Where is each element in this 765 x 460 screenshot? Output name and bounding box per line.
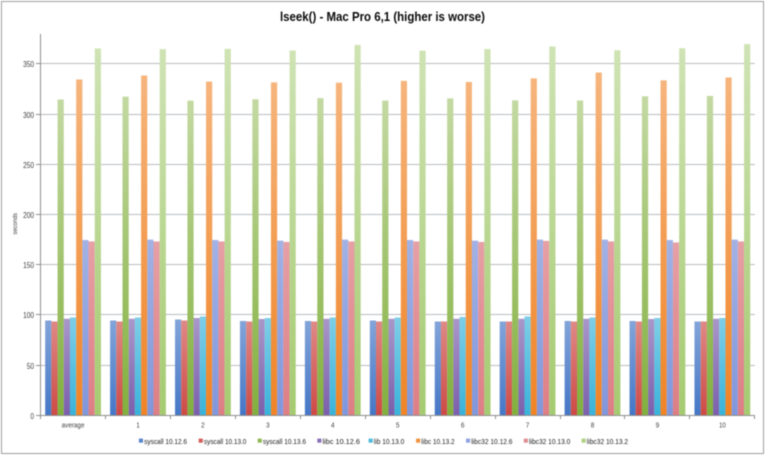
svg-text:syscall 10.13.0: syscall 10.13.0 <box>204 437 247 446</box>
svg-text:200: 200 <box>23 210 34 220</box>
svg-text:5: 5 <box>396 421 400 430</box>
svg-text:lib 10.13.0: lib 10.13.0 <box>374 437 405 446</box>
svg-text:average: average <box>62 421 85 430</box>
svg-text:350: 350 <box>23 59 34 69</box>
svg-text:0: 0 <box>30 411 34 421</box>
svg-text:1: 1 <box>136 421 140 430</box>
svg-text:2: 2 <box>201 421 205 430</box>
svg-text:syscall 10.13.6: syscall 10.13.6 <box>263 437 306 446</box>
svg-text:lseek() - Mac Pro 6,1 (higher: lseek() - Mac Pro 6,1 (higher is worse) <box>280 10 485 24</box>
svg-text:4: 4 <box>331 421 335 430</box>
svg-text:3: 3 <box>266 421 270 430</box>
svg-text:10: 10 <box>719 421 726 430</box>
svg-text:150: 150 <box>23 260 34 270</box>
svg-text:libc 10.12.6: libc 10.12.6 <box>323 437 360 446</box>
svg-text:7: 7 <box>526 421 530 430</box>
svg-text:seconds: seconds <box>12 213 19 235</box>
svg-text:libc32 10.12.6: libc32 10.12.6 <box>471 437 512 446</box>
svg-text:250: 250 <box>23 160 34 170</box>
svg-text:6: 6 <box>461 421 465 430</box>
svg-text:300: 300 <box>23 110 34 120</box>
svg-text:syscall 10.12.6: syscall 10.12.6 <box>144 437 187 446</box>
svg-text:50: 50 <box>27 361 34 371</box>
svg-text:9: 9 <box>656 421 660 430</box>
svg-text:libc32 10.13.0: libc32 10.13.0 <box>529 437 570 446</box>
svg-text:libc 10.13.2: libc 10.13.2 <box>421 437 454 446</box>
svg-text:100: 100 <box>23 310 34 320</box>
svg-text:8: 8 <box>591 421 595 430</box>
svg-text:libc32 10.13.2: libc32 10.13.2 <box>587 437 628 446</box>
